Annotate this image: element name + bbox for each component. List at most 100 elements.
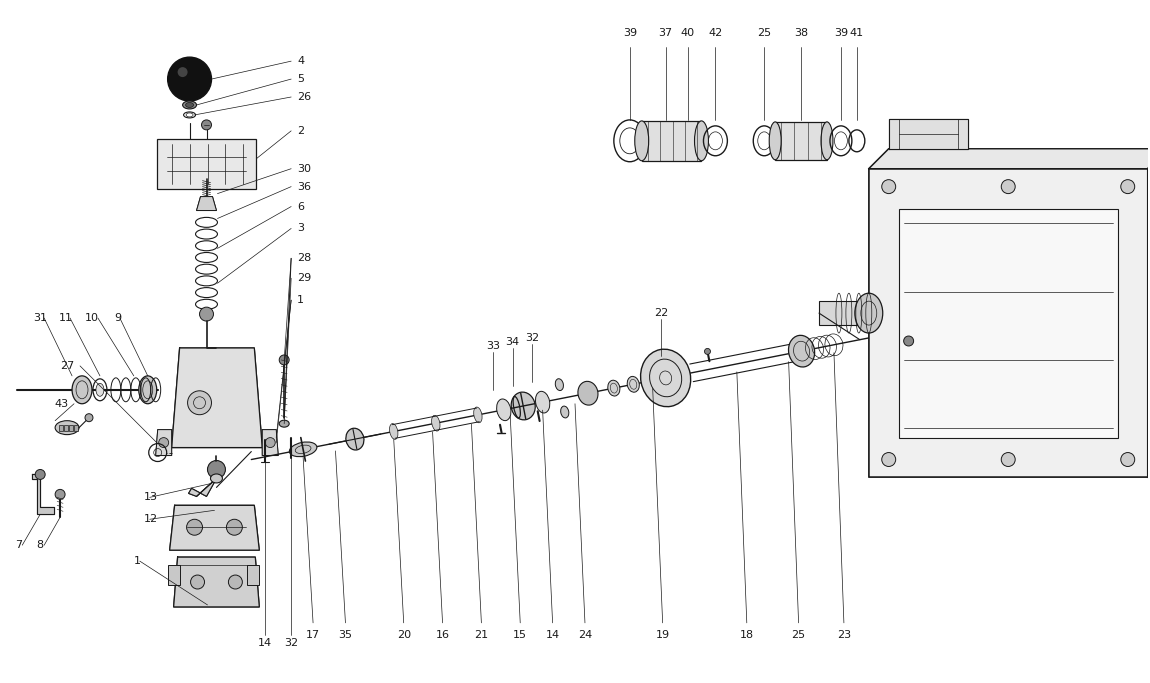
Text: 3: 3: [297, 223, 304, 234]
Circle shape: [177, 67, 187, 77]
Text: 26: 26: [297, 92, 312, 102]
Text: 5: 5: [297, 74, 304, 84]
Text: 1: 1: [133, 556, 140, 566]
Text: 42: 42: [708, 28, 722, 38]
Text: 37: 37: [659, 28, 673, 38]
Polygon shape: [155, 430, 171, 456]
Ellipse shape: [578, 381, 598, 405]
Bar: [74, 425, 78, 431]
Text: 9: 9: [114, 313, 122, 323]
Text: 10: 10: [85, 313, 99, 323]
Polygon shape: [889, 119, 968, 149]
Text: 16: 16: [436, 630, 450, 640]
Circle shape: [201, 120, 212, 130]
Text: 36: 36: [297, 182, 312, 192]
Ellipse shape: [608, 380, 620, 396]
Ellipse shape: [55, 421, 79, 434]
Bar: [898, 208, 1118, 438]
Polygon shape: [174, 557, 259, 607]
Ellipse shape: [72, 376, 92, 404]
Ellipse shape: [390, 423, 398, 439]
Text: 1: 1: [297, 295, 304, 305]
Text: 2: 2: [297, 126, 305, 136]
Circle shape: [168, 57, 212, 101]
Bar: [819, 301, 874, 325]
Polygon shape: [1148, 149, 1150, 477]
Ellipse shape: [635, 121, 649, 161]
Ellipse shape: [346, 428, 363, 450]
Circle shape: [1002, 180, 1015, 193]
Bar: [69, 425, 74, 431]
Circle shape: [904, 336, 913, 346]
Text: 33: 33: [486, 341, 500, 351]
Circle shape: [207, 460, 225, 478]
Text: 28: 28: [297, 253, 312, 264]
Circle shape: [279, 355, 289, 365]
Text: 24: 24: [577, 630, 592, 640]
Polygon shape: [171, 348, 262, 447]
Text: 7: 7: [15, 540, 22, 550]
Bar: [64, 425, 68, 431]
Bar: [156, 139, 256, 189]
Ellipse shape: [561, 406, 569, 418]
Text: 22: 22: [654, 307, 668, 318]
Polygon shape: [32, 475, 54, 514]
Text: 27: 27: [60, 361, 74, 371]
Text: 21: 21: [474, 630, 489, 640]
Text: 8: 8: [37, 540, 44, 550]
Circle shape: [1121, 180, 1135, 193]
Ellipse shape: [627, 376, 639, 392]
Text: 43: 43: [54, 399, 68, 408]
Ellipse shape: [474, 407, 482, 423]
Ellipse shape: [279, 420, 289, 427]
Text: 14: 14: [259, 638, 273, 647]
Text: 32: 32: [524, 333, 539, 343]
Circle shape: [882, 180, 896, 193]
Text: 35: 35: [338, 630, 352, 640]
Ellipse shape: [95, 383, 104, 396]
Text: 15: 15: [513, 630, 527, 640]
Circle shape: [55, 490, 66, 499]
Circle shape: [85, 414, 93, 421]
Text: 39: 39: [834, 28, 848, 38]
Text: 39: 39: [622, 28, 637, 38]
Text: 29: 29: [297, 273, 312, 283]
Circle shape: [36, 469, 45, 479]
Circle shape: [186, 519, 202, 535]
Text: 40: 40: [681, 28, 695, 38]
Circle shape: [882, 453, 896, 466]
Ellipse shape: [210, 474, 222, 483]
Text: 31: 31: [33, 313, 47, 323]
Ellipse shape: [536, 391, 550, 413]
Polygon shape: [262, 430, 278, 456]
Text: 14: 14: [545, 630, 560, 640]
Circle shape: [1121, 453, 1135, 466]
Circle shape: [266, 438, 275, 447]
Ellipse shape: [183, 101, 197, 109]
Bar: [59, 425, 63, 431]
Circle shape: [159, 438, 169, 447]
Bar: [168, 565, 179, 585]
Ellipse shape: [431, 415, 440, 431]
Polygon shape: [197, 197, 216, 210]
Ellipse shape: [769, 122, 781, 160]
Ellipse shape: [497, 399, 511, 421]
Text: 34: 34: [506, 337, 520, 347]
Bar: [247, 565, 259, 585]
Text: 17: 17: [306, 630, 320, 640]
Polygon shape: [868, 169, 1148, 477]
Circle shape: [191, 575, 205, 589]
Circle shape: [1002, 453, 1015, 466]
Text: 6: 6: [297, 201, 304, 212]
Text: 32: 32: [284, 638, 298, 647]
Ellipse shape: [290, 442, 317, 457]
Polygon shape: [868, 149, 1150, 169]
Polygon shape: [189, 478, 216, 497]
Ellipse shape: [512, 392, 535, 420]
Text: 4: 4: [297, 56, 305, 66]
Text: 38: 38: [793, 28, 808, 38]
Ellipse shape: [185, 102, 193, 107]
Bar: [642, 121, 702, 161]
Text: 25: 25: [757, 28, 772, 38]
Text: 41: 41: [850, 28, 864, 38]
